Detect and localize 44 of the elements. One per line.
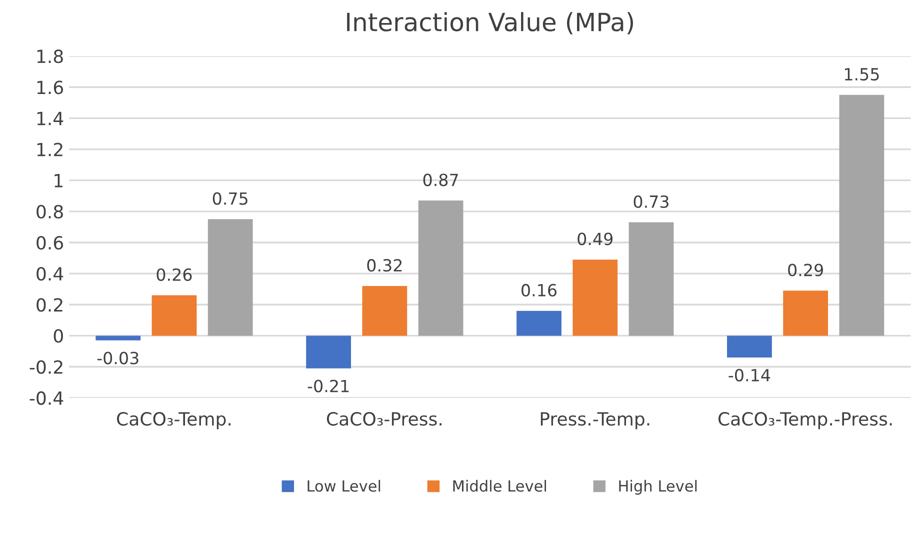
legend-label: High Level: [619, 480, 697, 495]
bar: [362, 286, 408, 336]
y-tick-label: 1.4: [37, 112, 64, 126]
y-tick-label: 0.4: [36, 267, 64, 281]
x-tick-label: CaCO₃-Temp.-Press.: [718, 412, 892, 430]
y-tick-label: 0.2: [36, 298, 62, 312]
bar: [572, 260, 618, 336]
bar: [727, 336, 772, 358]
data-label: 0.75: [212, 192, 248, 205]
bar: [839, 94, 884, 336]
data-label: 1.55: [844, 68, 879, 81]
bar: [516, 310, 562, 336]
y-tick-label: -0.2: [30, 360, 62, 374]
bar: [418, 200, 464, 336]
data-label: 0.16: [522, 284, 557, 296]
data-label: 0.29: [788, 264, 823, 276]
y-tick-label: 1: [54, 174, 62, 188]
data-label: 0.49: [578, 232, 613, 246]
x-tick-label: Press.-Temp.: [540, 412, 650, 430]
bar: [152, 295, 197, 336]
data-label: -0.03: [97, 352, 138, 364]
y-tick-label: 0: [54, 329, 63, 343]
y-tick-label: 1.6: [37, 80, 64, 94]
data-label: 0.87: [423, 174, 458, 186]
bar: [783, 290, 828, 336]
bar: [208, 219, 253, 336]
x-tick-label: CaCO₃-Press.: [326, 412, 442, 426]
y-tick-label: -0.4: [30, 391, 64, 405]
data-label: 0.32: [367, 259, 402, 272]
y-tick-label: 1.2: [37, 142, 62, 156]
y-tick-label: 1.8: [37, 50, 63, 64]
data-label: -0.14: [728, 368, 770, 382]
chart-title: Interaction Value (MPa): [347, 12, 634, 34]
data-label: -0.21: [308, 380, 349, 392]
bar: [628, 222, 674, 336]
bar: [306, 336, 352, 368]
y-tick-label: 0.8: [36, 204, 63, 219]
y-tick-label: 0.6: [36, 236, 64, 250]
legend-label: Middle Level: [453, 480, 546, 492]
x-tick-label: CaCO₃-Temp.: [117, 412, 230, 430]
bar: [96, 336, 141, 340]
legend-label: Low Level: [308, 480, 380, 492]
data-label: 0.73: [634, 195, 668, 208]
data-label: 0.26: [156, 268, 192, 281]
